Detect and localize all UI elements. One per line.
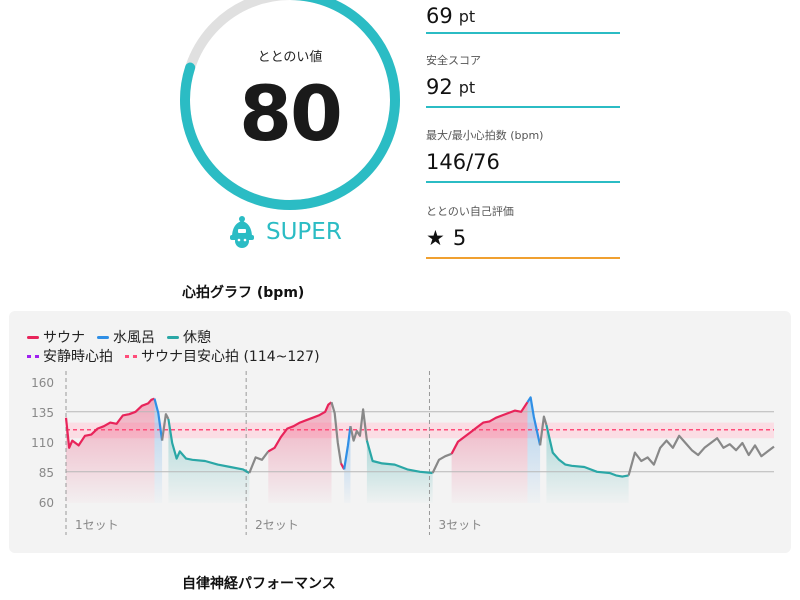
rank-label: SUPER [266, 219, 342, 245]
star-icon: ★ [426, 226, 445, 250]
legend-row-2: 安静時心拍 サウナ目安心拍 (114~127) [27, 346, 332, 366]
hr-line-kyukei [365, 440, 433, 475]
autonomic-title: 自律神経パフォーマンス [182, 576, 336, 592]
legend-item-kyukei: 休憩 [167, 327, 211, 347]
y-tick-label: 60 [39, 496, 54, 510]
legend-item-sauna: サウナ [27, 327, 85, 347]
hr-line-other [627, 434, 775, 476]
hr-line-sauna [64, 397, 155, 449]
stat-value: 146/76 [426, 150, 500, 174]
phase-fill-mizuburo [154, 398, 163, 503]
stat-heart-rate: 最大/最小心拍数 (bpm) 146/76 [426, 127, 620, 183]
set-label: 3セット [438, 518, 482, 532]
hr-line-mizuburo [153, 398, 164, 441]
phase-fill-sauna [451, 402, 528, 503]
hr-line-other [539, 415, 548, 446]
hr-line-other [330, 401, 343, 464]
hr-line-other [349, 408, 368, 442]
score-label: ととのい値 [257, 50, 323, 65]
hr-line-kyukei [545, 424, 629, 478]
heart-rate-chart: 160 135 110 85 60 1セット 2セット 3セット [31, 371, 775, 535]
hr-line-mizuburo [343, 426, 352, 470]
stat-label: ととのい自己評価 [426, 205, 514, 218]
score-value: 80 [239, 69, 343, 158]
hr-line-other [160, 413, 170, 441]
hr-line-sauna [267, 401, 333, 453]
legend-item-mizuburo: 水風呂 [97, 327, 155, 347]
stat-divider [426, 181, 620, 183]
stat-label: 安全スコア [426, 54, 481, 67]
legend-item-target: サウナ目安心拍 (114~127) [125, 346, 320, 366]
phase-fill-sauna [66, 398, 155, 503]
set-label: 2セット [255, 518, 299, 532]
phase-fill-mizuburo [527, 397, 541, 503]
hr-line-sauna [450, 401, 529, 455]
y-tick-label: 160 [31, 376, 54, 390]
gauge-arc [180, 0, 400, 210]
score-gauge [180, 0, 400, 210]
legend-item-rest-hr: 安静時心拍 [27, 346, 113, 366]
y-tick-label: 110 [31, 436, 54, 450]
hr-line-other [431, 452, 452, 474]
stat-divider [426, 257, 620, 259]
hr-line-mizuburo [526, 396, 542, 446]
stat-unit: pt [458, 77, 476, 97]
set-label: 1セット [75, 518, 119, 532]
stat-unit: pt [458, 6, 476, 26]
phase-fill-sauna [268, 402, 332, 503]
stat-value: 5 [452, 226, 467, 250]
hr-line-kyukei [167, 418, 250, 474]
stat-divider [426, 32, 620, 34]
stat-label: 最大/最小心拍数 (bpm) [426, 129, 544, 142]
hr-line-other [248, 450, 270, 474]
y-tick-label: 135 [31, 406, 54, 420]
heart-chart-card: サウナ 水風呂 休憩 安静時心拍 サウナ目安心拍 (114~127) 160 13… [9, 311, 791, 553]
y-tick-label: 85 [39, 466, 54, 480]
stat-divider [426, 106, 620, 108]
stat-safety: 安全スコア 92 pt [426, 52, 620, 108]
stat-value: 92 [426, 75, 453, 99]
phase-fill-kyukei [546, 425, 629, 503]
phase-fill-kyukei [168, 419, 250, 503]
rank-badge: SUPER [228, 212, 342, 252]
stat-self-eval: ととのい自己評価 ★ 5 [426, 203, 620, 259]
heart-chart-title: 心拍グラフ (bpm) [182, 285, 305, 301]
stat-top: 69 pt [426, 0, 620, 34]
stat-value: 69 [426, 4, 453, 28]
sauna-hat-icon [230, 216, 254, 248]
legend-row-1: サウナ 水風呂 休憩 [27, 327, 223, 347]
